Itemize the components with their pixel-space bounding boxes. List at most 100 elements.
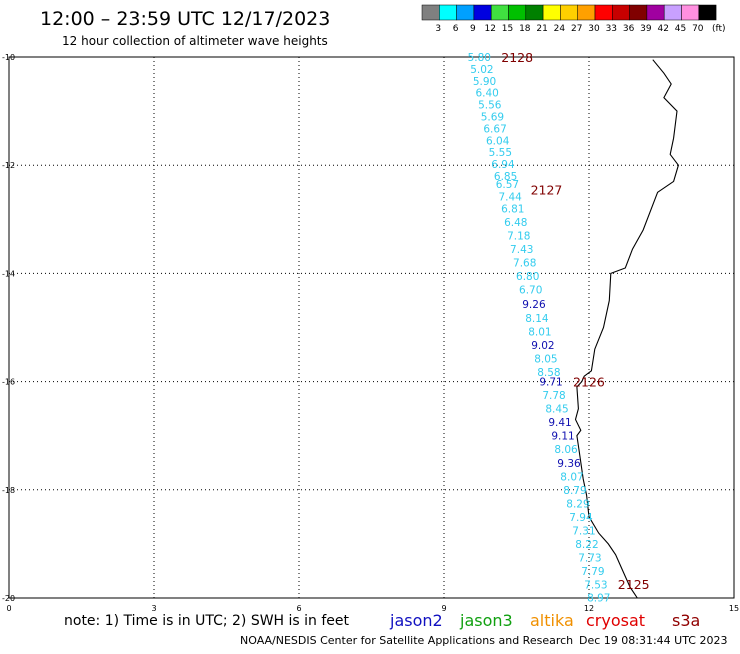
wave-height-value: 7.31: [572, 525, 595, 537]
wave-height-value: 6.04: [486, 135, 510, 147]
map-frame: [8, 56, 735, 599]
legend-s3a: s3a: [672, 611, 700, 630]
footer-timestamp: Dec 19 08:31:44 UTC 2023: [579, 634, 727, 647]
colorbar-swatch: [439, 4, 457, 21]
colorbar-tick-label: 33: [606, 24, 617, 34]
wave-height-value: 8.58: [537, 367, 560, 379]
colorbar-swatch: [508, 4, 527, 21]
wave-height-value: 6.67: [483, 123, 506, 135]
wave-height-value: 7.94: [569, 512, 593, 524]
wave-height-value: 5.69: [481, 112, 504, 124]
wave-height-value: 9.36: [557, 458, 581, 470]
colorbar-tick-label: 30: [588, 24, 600, 34]
wave-height-value: 7.18: [507, 231, 530, 243]
colorbar-tick-label: 42: [657, 24, 668, 34]
wave-height-value: 6.94: [491, 159, 515, 171]
lat-lon-grid: [9, 57, 734, 598]
coastline: [574, 59, 680, 599]
wave-height-value: 5.80: [468, 52, 491, 64]
wave-height-value: 9.41: [548, 417, 571, 429]
wave-height-value: 5.90: [473, 76, 496, 88]
colorbar-tick-label: 27: [571, 24, 582, 34]
wave-height-value: 8.79: [563, 485, 586, 497]
colorbar-swatch: [490, 4, 509, 21]
satellite-legend: jason2 jason3 altika cryosat s3a: [389, 611, 700, 630]
wave-height-value: 6.40: [475, 88, 498, 100]
colorbar-tick-label: 45: [675, 24, 686, 34]
wave-height-value: 8.45: [545, 404, 568, 416]
colorbar-swatch: [456, 4, 475, 21]
colorbar-swatch: [646, 4, 665, 21]
wave-height-value: 8.29: [566, 498, 589, 510]
colorbar-tick-label: 6: [453, 24, 459, 34]
colorbar-swatch: [681, 4, 700, 21]
wave-height-value: 8.05: [534, 353, 557, 365]
colorbar-tick-label: 3: [435, 24, 441, 34]
legend-cryosat: cryosat: [586, 611, 645, 630]
lat-tick-label: -18: [2, 486, 15, 495]
wave-height-value: 8.14: [525, 313, 549, 325]
lon-tick-label: 9: [441, 604, 446, 613]
wave-height-value: 8.01: [528, 326, 551, 338]
wave-height-value: 6.81: [501, 203, 524, 215]
legend-altika: altika: [530, 611, 574, 630]
colorbar: 3 6 9 12 15 18 21 24 27 30 33 36 39 42 45 70 (ft): [421, 4, 726, 34]
lon-tick-label: 0: [6, 604, 11, 613]
colorbar-tick-label: 21: [536, 24, 547, 34]
lon-tick-label: 15: [729, 604, 739, 613]
lon-tick-label: 3: [151, 604, 156, 613]
legend-jason2: jason2: [389, 611, 443, 630]
axis-tick-labels: 0 3 6 9 12 15 -10 -12 -14 -16 -18 -20: [2, 53, 739, 613]
colorbar-tick-label: 24: [554, 24, 566, 34]
pass-time-label: 2127: [531, 183, 563, 198]
lat-tick-label: -14: [2, 269, 15, 278]
wave-height-value: 7.78: [542, 390, 565, 402]
colorbar-tick-label: 9: [470, 24, 476, 34]
legend-jason3: jason3: [459, 611, 513, 630]
wave-height-value: 9.11: [551, 431, 574, 443]
footer-credit: NOAA/NESDIS Center for Satellite Applica…: [240, 634, 573, 647]
wave-height-value: 7.53: [584, 579, 607, 591]
map-subtitle: 12 hour collection of altimeter wave hei…: [62, 34, 328, 48]
colorbar-swatch: [577, 4, 596, 21]
lat-tick-label: -20: [2, 594, 15, 603]
wave-height-value: 7.73: [578, 552, 601, 564]
wave-height-value: 8.07: [560, 471, 583, 483]
wave-height-value: 7.43: [510, 244, 533, 256]
colorbar-swatch: [663, 4, 682, 21]
colorbar-swatch: [629, 4, 648, 21]
colorbar-swatch: [525, 4, 544, 21]
wave-height-value: 9.26: [522, 299, 546, 311]
wave-height-value: 6.85: [494, 171, 517, 183]
wave-height-value: 9.71: [539, 377, 562, 389]
wave-height-value: 6.80: [516, 271, 539, 283]
wave-height-value: 8.97: [587, 592, 610, 604]
pass-time-label: 2125: [618, 577, 650, 592]
colorbar-swatch: [594, 4, 613, 21]
colorbar-swatch: [612, 4, 630, 21]
colorbar-tick-label: 18: [519, 24, 531, 34]
pass-time-label: 2126: [573, 375, 605, 390]
wave-height-value: 8.06: [554, 444, 578, 456]
map-title: 12:00 – 23:59 UTC 12/17/2023: [40, 8, 330, 30]
wave-height-value: 6.70: [519, 285, 542, 297]
wave-height-value: 7.44: [498, 192, 522, 204]
colorbar-tick-label: 36: [623, 24, 635, 34]
wave-height-value: 7.68: [513, 258, 536, 270]
colorbar-tick-label: 12: [484, 24, 495, 34]
colorbar-swatch: [542, 4, 561, 21]
colorbar-tick-label: 70: [692, 24, 704, 34]
colorbar-tick-label: 15: [502, 24, 513, 34]
wave-height-value: 6.48: [504, 217, 527, 229]
lon-tick-label: 12: [584, 604, 594, 613]
wave-height-value: 9.02: [531, 340, 554, 352]
colorbar-swatch: [473, 4, 492, 21]
colorbar-tick-label: 39: [640, 24, 652, 34]
pass-time-label: 2128: [501, 50, 533, 65]
footer-note: note: 1) Time is in UTC; 2) SWH is in fe…: [64, 613, 350, 629]
wave-height-value: 6.57: [496, 179, 519, 191]
lon-tick-label: 6: [296, 604, 301, 613]
lat-tick-label: -10: [2, 53, 15, 62]
